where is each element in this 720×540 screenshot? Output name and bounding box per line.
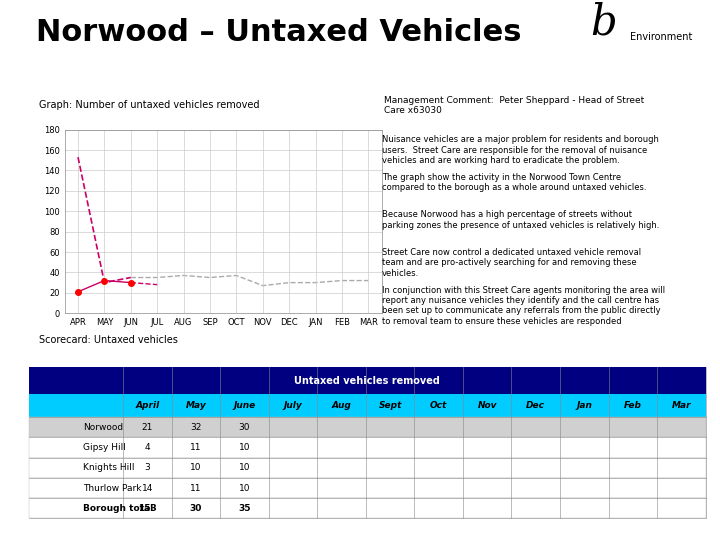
Text: Norwood – Untaxed Vehicles: Norwood – Untaxed Vehicles [36, 17, 521, 46]
Text: b: b [590, 2, 617, 43]
Text: July: July [284, 401, 302, 410]
Text: Nov: Nov [477, 401, 497, 410]
Text: Thurlow Park: Thurlow Park [83, 483, 141, 492]
Text: Feb: Feb [624, 401, 642, 410]
Text: May: May [186, 401, 207, 410]
Bar [29, 394, 706, 417]
Text: April: April [135, 401, 160, 410]
Text: Nuisance vehicles are a major problem for residents and borough
users.  Street C: Nuisance vehicles are a major problem fo… [382, 135, 659, 165]
Text: Aug: Aug [332, 401, 351, 410]
Text: In conjunction with this Street Care agents monitoring the area will
report any : In conjunction with this Street Care age… [382, 286, 665, 326]
Text: 10: 10 [190, 463, 202, 472]
Text: 4: 4 [145, 443, 150, 452]
Text: 32: 32 [190, 423, 202, 431]
Text: 21: 21 [142, 423, 153, 431]
Text: June: June [233, 401, 256, 410]
Text: The graph show the activity in the Norwood Town Centre
compared to the borough a: The graph show the activity in the Norwo… [382, 173, 646, 192]
Text: 10: 10 [239, 463, 251, 472]
Text: Untaxed vehicles removed: Untaxed vehicles removed [294, 376, 440, 386]
Text: Scorecard: Untaxed vehicles: Scorecard: Untaxed vehicles [39, 335, 178, 345]
Text: Mar: Mar [672, 401, 691, 410]
Text: 10: 10 [239, 483, 251, 492]
Text: Knights Hill: Knights Hill [83, 463, 134, 472]
Text: Environment: Environment [630, 31, 693, 42]
Text: 3: 3 [145, 463, 150, 472]
Text: 10: 10 [239, 443, 251, 452]
Text: Dec: Dec [526, 401, 545, 410]
Bar [29, 437, 706, 457]
Bar [29, 478, 706, 498]
Text: 30: 30 [190, 504, 202, 513]
Text: Norwood: Norwood [83, 423, 123, 431]
Bar [29, 498, 706, 518]
Text: Sept: Sept [379, 401, 402, 410]
Text: Jan: Jan [576, 401, 592, 410]
Text: Gipsy Hill: Gipsy Hill [83, 443, 125, 452]
Text: 11: 11 [190, 483, 202, 492]
Text: 35: 35 [238, 504, 251, 513]
Text: Management Comment:  Peter Sheppard - Head of Street
Care x63030: Management Comment: Peter Sheppard - Hea… [384, 96, 644, 115]
Bar [29, 367, 706, 394]
Text: Borough total: Borough total [83, 504, 153, 513]
Bar [29, 457, 706, 478]
Text: 14: 14 [142, 483, 153, 492]
Text: Because Norwood has a high percentage of streets without
parking zones the prese: Because Norwood has a high percentage of… [382, 211, 659, 230]
Text: Street Care now control a dedicated untaxed vehicle removal
team and are pro-act: Street Care now control a dedicated unta… [382, 248, 641, 278]
Text: 30: 30 [239, 423, 251, 431]
Text: 11: 11 [190, 443, 202, 452]
Text: Graph: Number of untaxed vehicles removed: Graph: Number of untaxed vehicles remove… [39, 100, 259, 110]
Text: 153: 153 [138, 504, 157, 513]
Bar [29, 417, 706, 437]
Text: Oct: Oct [430, 401, 447, 410]
